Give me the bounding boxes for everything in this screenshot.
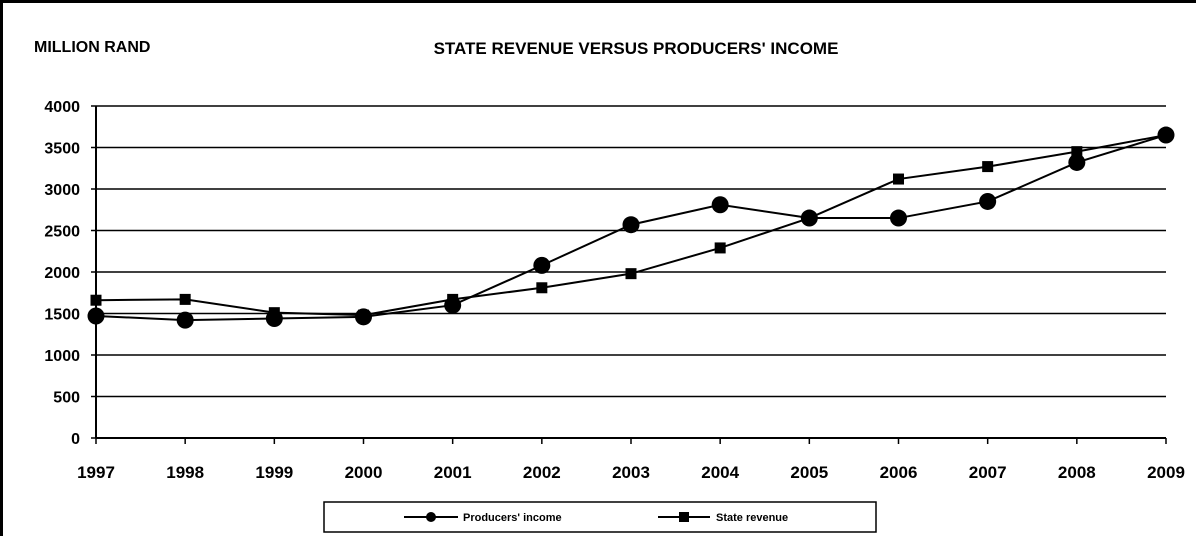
point-producers-income-1997 [87, 307, 105, 325]
legend-marker-producers-income [426, 512, 436, 522]
xtick-label-1998: 1998 [166, 463, 204, 482]
point-state-revenue-1997 [90, 294, 102, 306]
point-state-revenue-2006 [893, 173, 904, 185]
y-axis-label: MILLION RAND [34, 39, 150, 56]
point-state-revenue-1999 [268, 307, 280, 319]
ytick-label-2500: 2500 [44, 224, 80, 241]
point-state-revenue-1998 [179, 293, 191, 305]
point-producers-income-2002 [533, 256, 551, 274]
point-state-revenue-2007 [982, 161, 994, 173]
xtick-label-2005: 2005 [790, 463, 828, 482]
ytick-label-500: 500 [53, 390, 80, 407]
xtick-label-1997: 1997 [77, 463, 115, 482]
x-tick-labels: 1997 1998 1999 2000 2001 2002 2003 2004 2005 2006… [77, 463, 1185, 482]
ytick-label-0: 0 [71, 431, 80, 448]
xtick-label-2009: 2009 [1147, 463, 1185, 482]
xtick-label-2003: 2003 [612, 463, 650, 482]
ytick-label-3000: 3000 [44, 182, 80, 199]
point-producers-income-1998 [176, 311, 194, 329]
legend-box [323, 501, 877, 533]
xtick-label-2008: 2008 [1058, 463, 1096, 482]
xtick-label-2000: 2000 [345, 463, 383, 482]
point-producers-income-2008 [1068, 153, 1086, 171]
point-state-revenue-2008 [1071, 146, 1083, 158]
xtick-label-2001: 2001 [434, 463, 472, 482]
ytick-label-2000: 2000 [44, 265, 80, 282]
ytick-label-1000: 1000 [44, 348, 80, 365]
point-state-revenue-2009 [1160, 129, 1172, 141]
chart-title: STATE REVENUE VERSUS PRODUCERS' INCOME [434, 39, 839, 58]
ytick-label-4000: 4000 [44, 99, 80, 116]
point-producers-income-2004 [711, 196, 729, 214]
point-state-revenue-2000 [358, 309, 369, 321]
ytick-label-1500: 1500 [44, 307, 80, 324]
xtick-label-2006: 2006 [880, 463, 918, 482]
legend-label-producers-income: Producers' income [463, 512, 562, 524]
xtick-label-2002: 2002 [523, 463, 561, 482]
point-producers-income-2007 [979, 192, 997, 210]
xtick-label-2004: 2004 [701, 463, 739, 482]
y-tick-labels: 0 500 1000 1500 2000 2500 3000 3500 4000 [44, 99, 80, 448]
legend-marker-state-revenue [679, 512, 689, 522]
gridlines [96, 105, 1166, 398]
point-state-revenue-2002 [536, 282, 548, 294]
series-producers-income [87, 126, 1175, 329]
series [87, 126, 1175, 329]
xtick-label-2007: 2007 [969, 463, 1007, 482]
point-state-revenue-2005 [803, 212, 815, 224]
series-state-revenue [90, 129, 1172, 321]
legend-label-state-revenue: State revenue [716, 512, 788, 524]
point-producers-income-2006 [890, 209, 907, 227]
point-state-revenue-2003 [625, 268, 637, 280]
ytick-label-3500: 3500 [44, 141, 80, 158]
point-producers-income-2003 [622, 216, 640, 234]
point-state-revenue-2004 [714, 242, 726, 254]
point-state-revenue-2001 [447, 293, 459, 305]
legend: Producers' income State revenue [323, 501, 877, 533]
xtick-label-1999: 1999 [255, 463, 293, 482]
